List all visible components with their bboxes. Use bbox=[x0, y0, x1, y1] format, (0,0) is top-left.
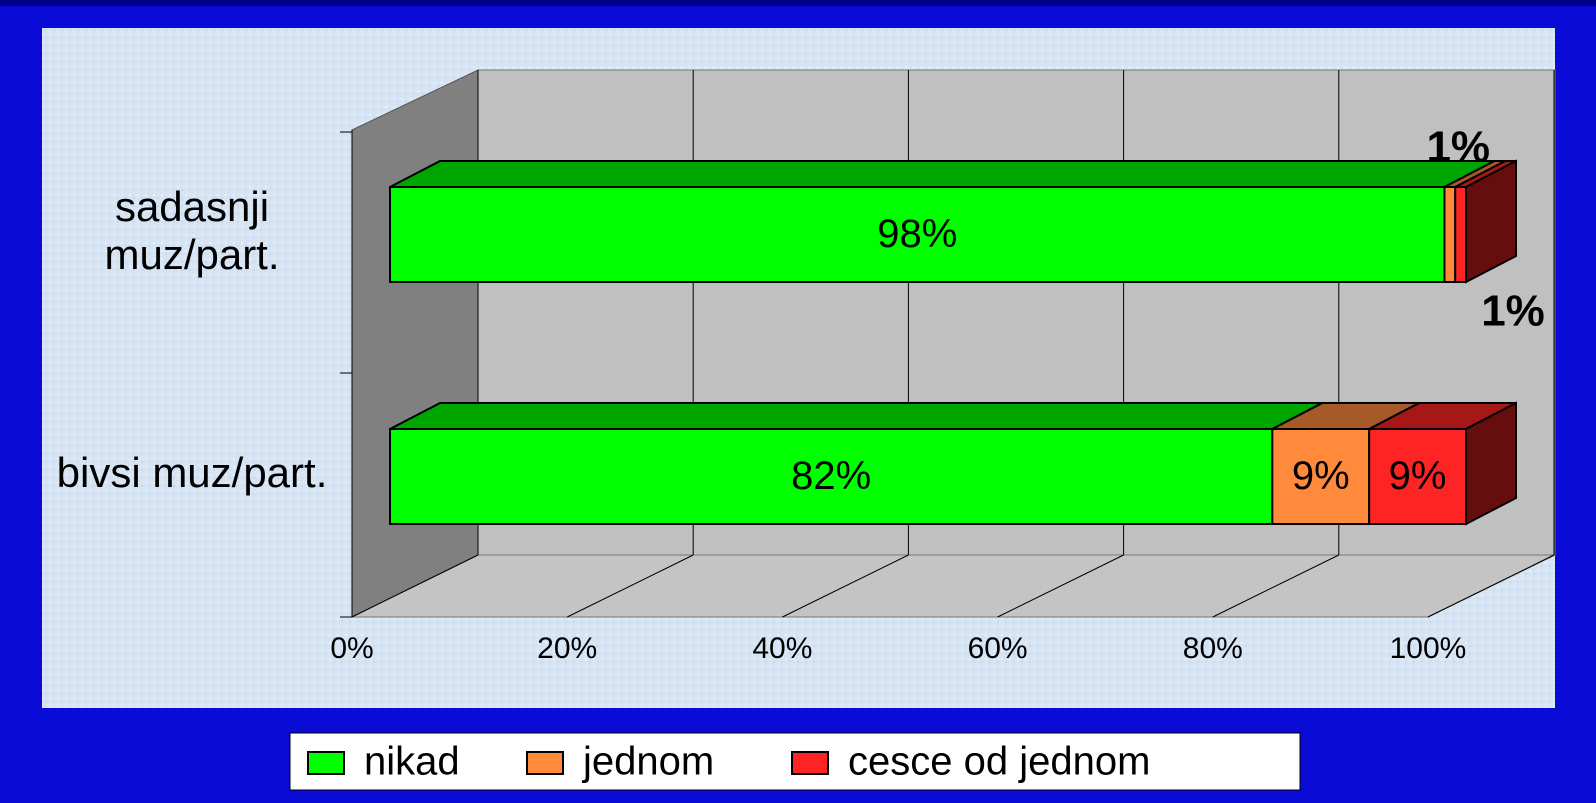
data-label: 1% bbox=[1481, 287, 1545, 336]
top-strip bbox=[0, 0, 1596, 6]
legend-swatch bbox=[526, 751, 564, 775]
data-label: 9% bbox=[1389, 454, 1447, 498]
grid-line bbox=[1212, 554, 1340, 618]
legend-swatch bbox=[791, 751, 829, 775]
bar-top-shade bbox=[1369, 403, 1516, 429]
bar-top-shade bbox=[390, 161, 1495, 187]
bar-side-shade bbox=[1466, 161, 1516, 282]
x-tick-label: 20% bbox=[537, 632, 597, 665]
bar-top-shade bbox=[1272, 403, 1420, 429]
bar bbox=[1443, 186, 1457, 283]
bar bbox=[1454, 186, 1467, 283]
legend-label: nikad bbox=[364, 740, 460, 784]
grid-line bbox=[782, 554, 909, 618]
data-label: 9% bbox=[1292, 454, 1350, 498]
data-label: 82% bbox=[791, 454, 871, 498]
bar-top-shade bbox=[1455, 161, 1516, 187]
legend-label: cesce od jednom bbox=[848, 740, 1150, 784]
grid-line bbox=[566, 554, 694, 618]
category-label: sadasnji muz/part. bbox=[104, 182, 280, 278]
x-tick-label: 80% bbox=[1183, 632, 1243, 665]
bar-top-shade bbox=[1444, 161, 1506, 187]
grid-line bbox=[997, 554, 1124, 618]
legend-swatch bbox=[307, 751, 345, 775]
bar-top-shade bbox=[390, 403, 1323, 429]
x-tick-label: 100% bbox=[1390, 632, 1467, 665]
x-tick-label: 60% bbox=[968, 632, 1028, 665]
x-tick-label: 0% bbox=[330, 632, 373, 665]
bar bbox=[389, 186, 1446, 283]
bar-side-shade bbox=[1466, 403, 1516, 524]
legend-label: jednom bbox=[582, 740, 714, 784]
grid-line bbox=[351, 554, 479, 618]
category-label: bivsi muz/part. bbox=[56, 448, 328, 496]
bar bbox=[1271, 428, 1371, 525]
floor bbox=[351, 554, 1556, 618]
data-label: 98% bbox=[877, 212, 957, 256]
x-tick-label: 40% bbox=[752, 632, 812, 665]
data-label: 1% bbox=[1426, 123, 1490, 172]
side-wall bbox=[351, 69, 479, 618]
grid-line bbox=[1427, 554, 1555, 618]
